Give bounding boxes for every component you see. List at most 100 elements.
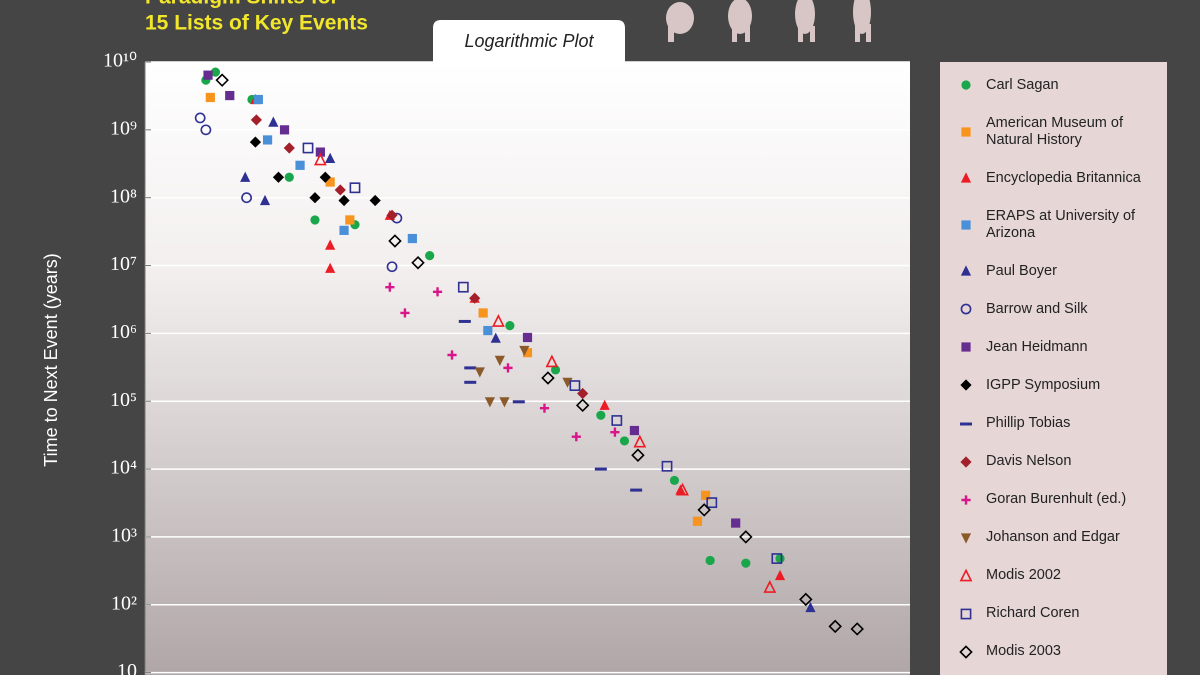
data-point bbox=[464, 366, 477, 370]
data-point bbox=[731, 518, 741, 528]
y-tick-label: 10² bbox=[111, 592, 137, 614]
legend-swatch bbox=[959, 568, 973, 582]
legend-swatch bbox=[961, 80, 971, 90]
data-point bbox=[571, 432, 581, 442]
legend-swatch bbox=[960, 303, 972, 315]
legend-label: Davis Nelson bbox=[986, 453, 1072, 470]
data-point bbox=[203, 70, 213, 80]
data-point bbox=[700, 490, 711, 500]
data-point bbox=[349, 182, 361, 194]
data-point bbox=[295, 160, 305, 170]
y-tick-label: 10⁵ bbox=[110, 389, 137, 411]
legend-item: Jean Heidmann bbox=[940, 339, 1167, 356]
data-point bbox=[503, 363, 513, 373]
legend-marker bbox=[959, 568, 973, 582]
data-point bbox=[519, 345, 530, 357]
tab bbox=[433, 20, 625, 62]
legend-marker bbox=[960, 303, 972, 315]
data-point bbox=[545, 354, 559, 368]
legend-marker bbox=[961, 220, 971, 230]
data-point bbox=[799, 592, 813, 607]
data-point bbox=[325, 239, 336, 250]
legend-label: ERAPS at University of Arizona bbox=[986, 207, 1136, 241]
data-point bbox=[492, 314, 505, 327]
data-point bbox=[240, 171, 251, 182]
y-axis-label: Time to Next Event (years) bbox=[41, 253, 61, 466]
data-point bbox=[661, 460, 673, 472]
legend-marker bbox=[960, 265, 972, 276]
data-point bbox=[619, 436, 630, 446]
legend-label: Goran Burenhult (ed.) bbox=[986, 491, 1127, 508]
data-point bbox=[550, 365, 561, 375]
legend-marker bbox=[960, 422, 972, 426]
data-point bbox=[458, 319, 471, 323]
legend-swatch bbox=[961, 220, 971, 230]
legend-marker bbox=[961, 495, 971, 505]
data-point bbox=[474, 367, 485, 378]
data-point bbox=[484, 397, 496, 408]
legend-marker bbox=[961, 126, 971, 137]
legend-swatch bbox=[960, 533, 972, 544]
data-point bbox=[464, 380, 477, 384]
data-point bbox=[279, 125, 290, 135]
data-point bbox=[325, 152, 336, 163]
legend-swatch bbox=[961, 342, 971, 353]
data-point bbox=[200, 124, 212, 136]
legend-marker bbox=[960, 172, 972, 183]
data-point bbox=[763, 580, 777, 593]
data-point bbox=[425, 251, 435, 261]
data-point bbox=[369, 194, 381, 207]
legend-item: Johanson and Edgar bbox=[940, 529, 1167, 546]
data-point bbox=[309, 192, 321, 204]
legend-marker bbox=[960, 379, 972, 392]
y-tick-label: 10⁸ bbox=[110, 185, 137, 207]
plot-annotation: Logarithmic Plot bbox=[464, 31, 594, 51]
data-point bbox=[338, 194, 350, 207]
legend-marker bbox=[960, 455, 972, 468]
legend-marker bbox=[960, 608, 972, 620]
data-point bbox=[215, 73, 229, 87]
data-point bbox=[386, 209, 398, 221]
data-point bbox=[345, 215, 355, 225]
data-point bbox=[253, 94, 263, 105]
data-point bbox=[630, 488, 643, 492]
legend-swatch bbox=[960, 379, 972, 392]
data-point bbox=[828, 619, 842, 634]
legend-item: ERAPS at University of Arizona bbox=[940, 208, 1167, 242]
data-point bbox=[283, 142, 295, 154]
legend-swatch bbox=[960, 455, 972, 468]
legend-item: Phillip Tobias bbox=[940, 415, 1167, 432]
legend-label: Carl Sagan bbox=[986, 76, 1059, 93]
data-point bbox=[692, 516, 703, 526]
data-point bbox=[319, 171, 331, 183]
data-point bbox=[569, 380, 581, 391]
data-point bbox=[541, 371, 555, 385]
legend-label: IGPP Symposium bbox=[986, 376, 1101, 393]
data-point bbox=[633, 434, 647, 448]
data-point bbox=[631, 448, 645, 462]
data-point bbox=[483, 325, 493, 336]
legend-item: American Museum of Natural History bbox=[940, 115, 1167, 149]
data-points bbox=[194, 67, 864, 636]
data-point bbox=[739, 530, 753, 544]
data-point bbox=[325, 177, 335, 187]
legend-label: Phillip Tobias bbox=[986, 415, 1071, 432]
apes-silhouette bbox=[666, 0, 871, 42]
legend-label: Paul Boyer bbox=[986, 262, 1057, 279]
data-point bbox=[388, 234, 402, 248]
legend-swatch bbox=[959, 645, 973, 659]
legend-label: Barrow and Silk bbox=[986, 300, 1088, 317]
data-point bbox=[386, 261, 398, 273]
data-point bbox=[705, 555, 715, 566]
legend-item: Davis Nelson bbox=[940, 453, 1167, 470]
data-point bbox=[676, 482, 689, 496]
legend-label: Jean Heidmann bbox=[986, 338, 1088, 355]
data-point bbox=[775, 553, 785, 564]
data-point bbox=[490, 332, 501, 343]
data-point bbox=[302, 142, 314, 154]
plot-area bbox=[145, 62, 910, 675]
data-point bbox=[850, 622, 864, 636]
y-tick-label: 10⁶ bbox=[110, 321, 137, 343]
data-point bbox=[629, 425, 640, 436]
